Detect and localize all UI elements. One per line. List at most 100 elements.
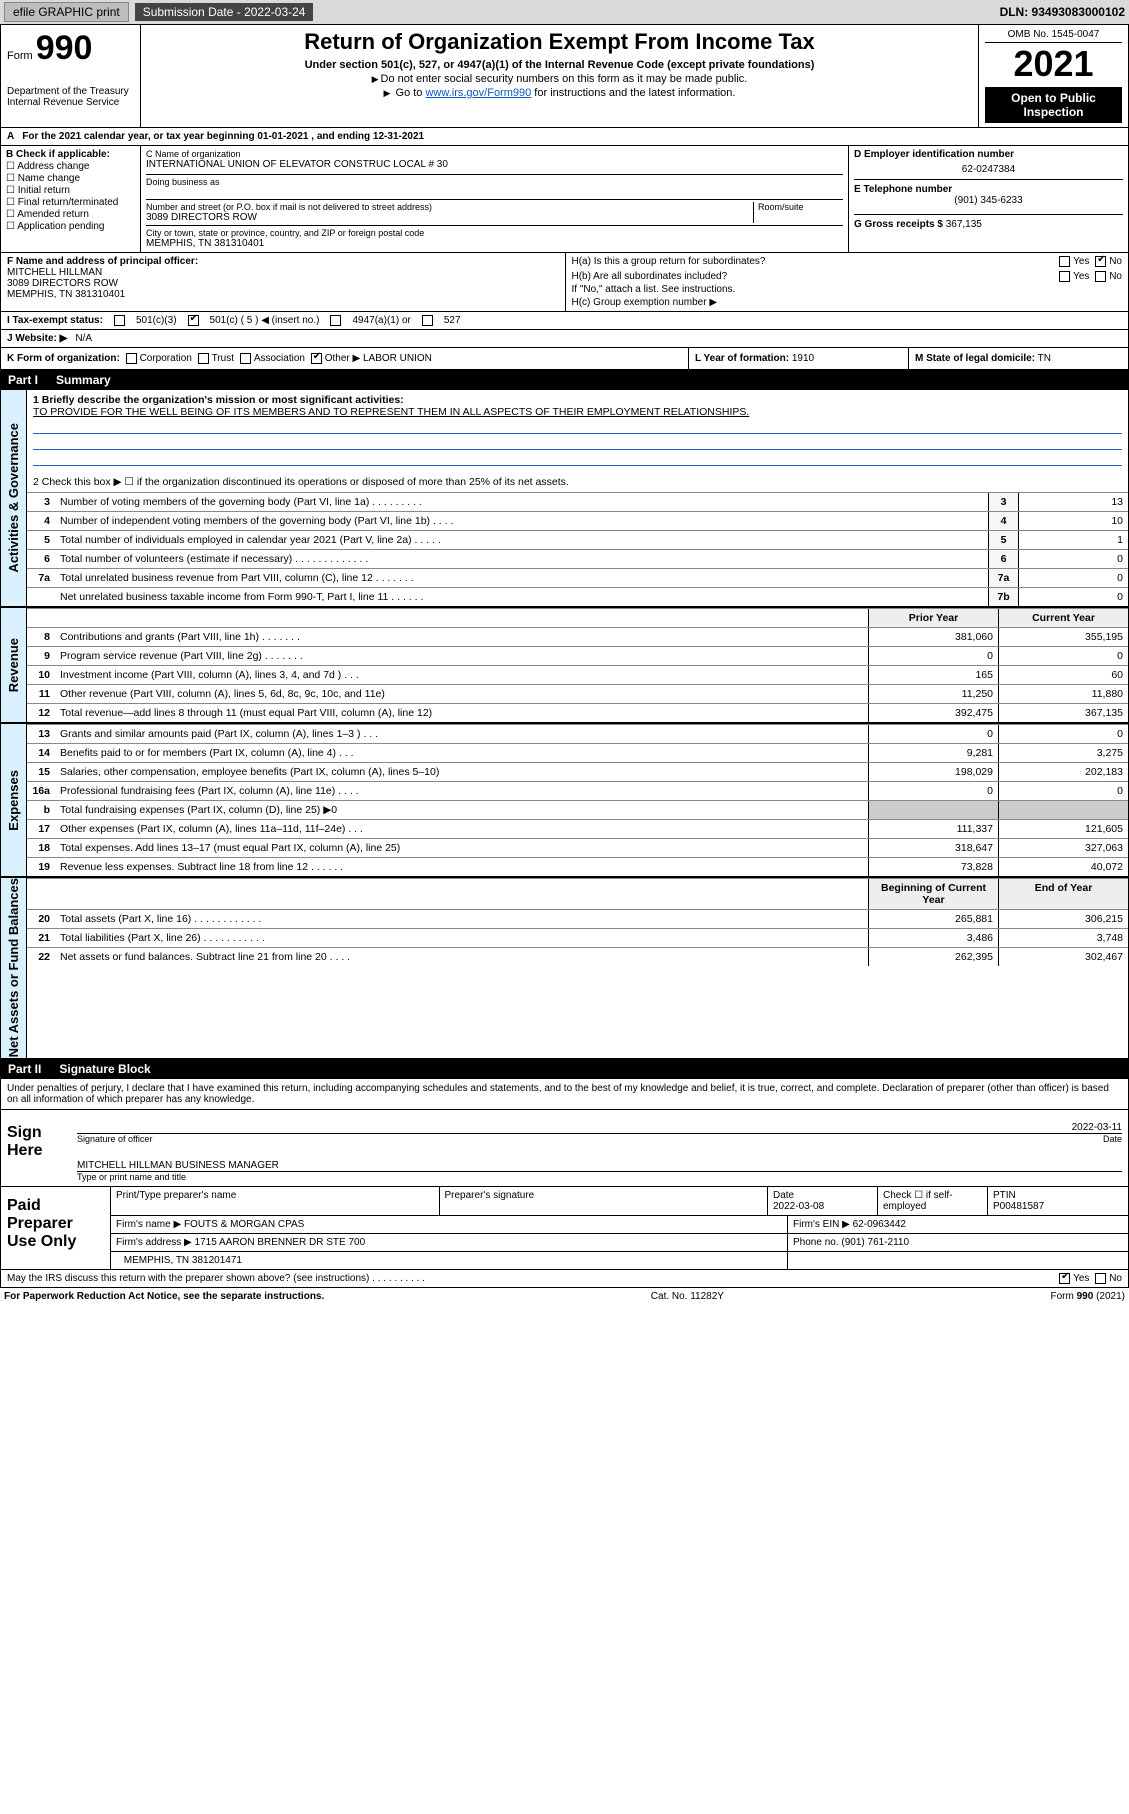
row-fh: F Name and address of principal officer:… [0, 253, 1129, 312]
row-current: 327,063 [998, 839, 1128, 857]
row-current: 40,072 [998, 858, 1128, 876]
omb-number: OMB No. 1545-0047 [985, 29, 1122, 43]
dept-treasury: Department of the Treasury [7, 86, 134, 97]
chk-name-change[interactable]: ☐ Name change [6, 173, 135, 184]
mission-text: TO PROVIDE FOR THE WELL BEING OF ITS MEM… [33, 406, 1122, 418]
row-prior [868, 801, 998, 819]
row-text: Grants and similar amounts paid (Part IX… [55, 725, 868, 743]
row-text: Total number of individuals employed in … [55, 531, 988, 549]
declaration-text: Under penalties of perjury, I declare th… [1, 1079, 1128, 1109]
row-text: Total unrelated business revenue from Pa… [55, 569, 988, 587]
firm-name: FOUTS & MORGAN CPAS [184, 1219, 304, 1230]
part1-body: Activities & Governance 1 Briefly descri… [0, 390, 1129, 1058]
part1-tag: Part I [8, 373, 38, 387]
netassets-side-label: Net Assets or Fund Balances [6, 878, 21, 1057]
row-num: 13 [27, 725, 55, 743]
data-row: 17Other expenses (Part IX, column (A), l… [27, 819, 1128, 838]
row-num: 14 [27, 744, 55, 762]
period-text: For the 2021 calendar year, or tax year … [22, 131, 424, 142]
part2-tag: Part II [8, 1062, 41, 1076]
i-label: I Tax-exempt status: [7, 315, 103, 326]
i-501c3[interactable] [114, 315, 125, 326]
expenses-section: Expenses 13Grants and similar amounts pa… [1, 722, 1128, 876]
sign-here-label: Sign Here [1, 1110, 71, 1186]
row-current: 306,215 [998, 910, 1128, 928]
net-col-headers: Beginning of Current Year End of Year [27, 878, 1128, 909]
chk-amended[interactable]: ☐ Amended return [6, 209, 135, 220]
row-num: 7a [27, 569, 55, 587]
chk-app-pending[interactable]: ☐ Application pending [6, 221, 135, 232]
row-text: Investment income (Part VIII, column (A)… [55, 666, 868, 684]
row-text: Other expenses (Part IX, column (A), lin… [55, 820, 868, 838]
governance-row: 4Number of independent voting members of… [27, 511, 1128, 530]
row-box: 3 [988, 493, 1018, 511]
chk-initial-return[interactable]: ☐ Initial return [6, 185, 135, 196]
paid-row-hdr: Print/Type preparer's name Preparer's si… [111, 1187, 1128, 1216]
hb-label: H(b) Are all subordinates included? [572, 271, 728, 282]
firm-label: Firm's name ▶ [116, 1219, 181, 1230]
ha-no[interactable] [1095, 256, 1106, 267]
note2-suffix: for instructions and the latest informat… [531, 87, 735, 99]
firm-addr-label: Firm's address ▶ [116, 1237, 192, 1248]
row-num: 4 [27, 512, 55, 530]
i-527[interactable] [422, 315, 433, 326]
data-row: 14Benefits paid to or for members (Part … [27, 743, 1128, 762]
part1-title: Summary [56, 373, 111, 387]
i-4947[interactable] [330, 315, 341, 326]
dba-label: Doing business as [146, 177, 843, 187]
i-501c[interactable] [188, 315, 199, 326]
data-row: 9Program service revenue (Part VIII, lin… [27, 646, 1128, 665]
row-num: 5 [27, 531, 55, 549]
paid-label: Paid Preparer Use Only [1, 1187, 111, 1269]
j-value: N/A [75, 333, 92, 344]
firm-addr2: MEMPHIS, TN 381201471 [124, 1255, 242, 1266]
ptin-value: P00481587 [993, 1201, 1044, 1212]
chk-final-return[interactable]: ☐ Final return/terminated [6, 197, 135, 208]
net-col-begin: Beginning of Current Year [868, 879, 998, 909]
chk-address-change[interactable]: ☐ Address change [6, 161, 135, 172]
row-box: 7b [988, 588, 1018, 606]
row-prior: 165 [868, 666, 998, 684]
k-corp[interactable] [126, 353, 137, 364]
row-current: 367,135 [998, 704, 1128, 722]
firm-ein-label: Firm's EIN ▶ [793, 1219, 850, 1230]
row-val: 10 [1018, 512, 1128, 530]
sig-date: 2022-03-11 [1072, 1122, 1122, 1133]
row-num: 22 [27, 948, 55, 966]
hb-no[interactable] [1095, 271, 1106, 282]
hb-yes[interactable] [1059, 271, 1070, 282]
k-assoc[interactable] [240, 353, 251, 364]
form990-link[interactable]: www.irs.gov/Form990 [425, 87, 531, 99]
city-label: City or town, state or province, country… [146, 228, 843, 238]
discuss-text: May the IRS discuss this return with the… [7, 1273, 425, 1284]
ha-yes[interactable] [1059, 256, 1070, 267]
row-text: Total liabilities (Part X, line 26) . . … [55, 929, 868, 947]
efile-print-button[interactable]: efile GRAPHIC print [4, 2, 129, 22]
l-value: 1910 [792, 353, 814, 364]
box-b-label: B Check if applicable: [6, 149, 135, 160]
row-current: 11,880 [998, 685, 1128, 703]
gross-label: G Gross receipts $ [854, 219, 943, 230]
data-row: 15Salaries, other compensation, employee… [27, 762, 1128, 781]
row-num: 3 [27, 493, 55, 511]
k-other[interactable] [311, 353, 322, 364]
org-name: INTERNATIONAL UNION OF ELEVATOR CONSTRUC… [146, 159, 843, 170]
row-text: Revenue less expenses. Subtract line 18 … [55, 858, 868, 876]
row-text: Net assets or fund balances. Subtract li… [55, 948, 868, 966]
form-header: Form 990 Department of the Treasury Inte… [0, 24, 1129, 128]
k-trust[interactable] [198, 353, 209, 364]
discuss-no[interactable] [1095, 1273, 1106, 1284]
discuss-yes[interactable] [1059, 1273, 1070, 1284]
line2-text: 2 Check this box ▶ ☐ if the organization… [33, 476, 1122, 488]
row-current: 0 [998, 725, 1128, 743]
row-box: 7a [988, 569, 1018, 587]
row-num: 18 [27, 839, 55, 857]
org-city: MEMPHIS, TN 381310401 [146, 238, 843, 249]
row-text: Total assets (Part X, line 16) . . . . .… [55, 910, 868, 928]
mission-block: 1 Briefly describe the organization's mi… [27, 390, 1128, 492]
open-to-public: Open to Public Inspection [985, 87, 1122, 123]
data-row: 16aProfessional fundraising fees (Part I… [27, 781, 1128, 800]
sig-officer-label: Signature of officer [77, 1134, 152, 1144]
paid-preparer-block: Paid Preparer Use Only Print/Type prepar… [0, 1187, 1129, 1270]
row-num: 21 [27, 929, 55, 947]
